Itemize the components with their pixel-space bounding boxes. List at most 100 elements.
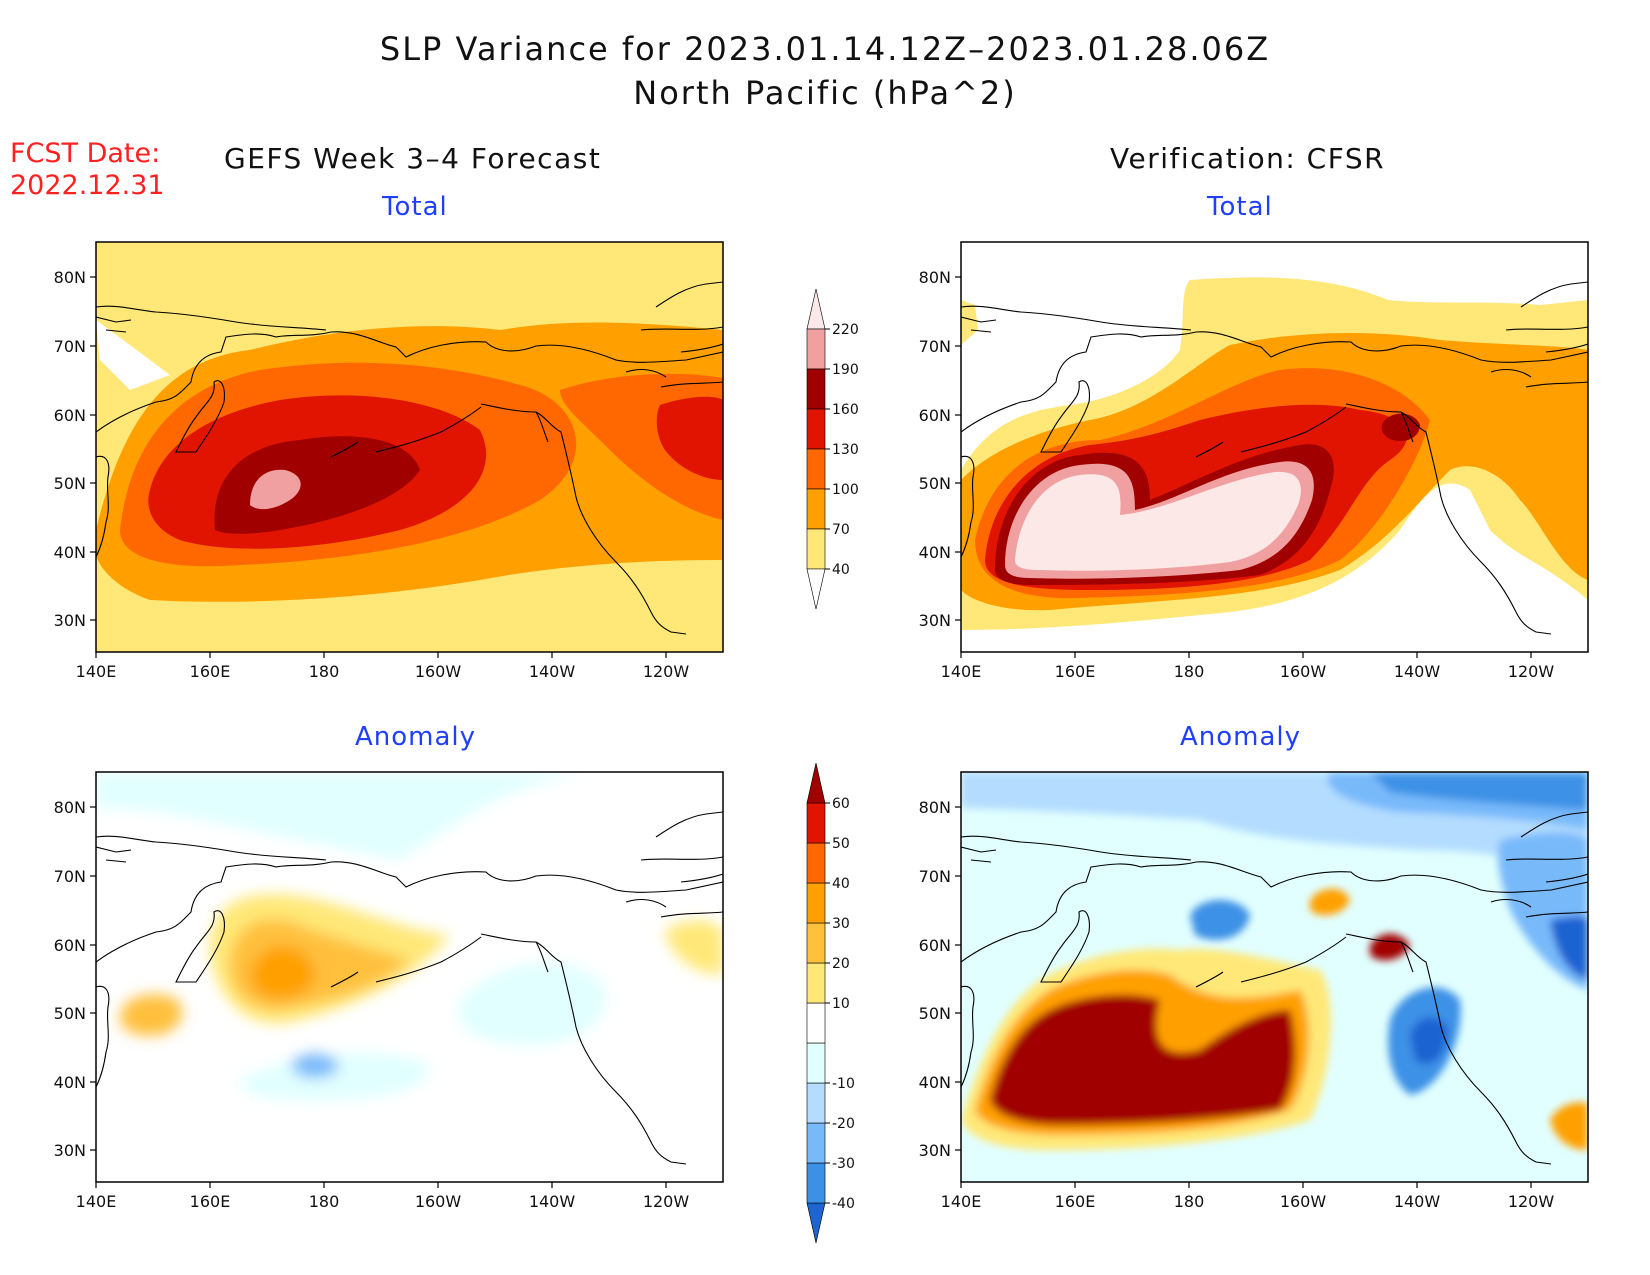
colorbar-box: [806, 1082, 826, 1124]
field-level-neg30-center: [1190, 900, 1250, 940]
coastline: [330, 971, 359, 988]
colorbar-label: 40: [832, 876, 850, 892]
main-title-line1: SLP Variance for 2023.01.14.12Z–2023.01.…: [379, 30, 1271, 68]
lat-tick-label: 40N: [54, 543, 86, 562]
coastline: [961, 835, 1192, 861]
lon-tick-label: 160W: [415, 662, 462, 681]
coastline-group: [961, 811, 1588, 1165]
coastline: [1525, 381, 1588, 388]
colorbar-label: -30: [832, 1156, 855, 1172]
field-level-130-east: [656, 396, 723, 480]
lat-tick-label: 50N: [54, 474, 86, 493]
lon-tick-label: 140E: [76, 1192, 117, 1211]
colorbar-label: 130: [832, 442, 859, 458]
coastline: [96, 846, 132, 863]
lat-tick-label: 70N: [919, 867, 951, 886]
verification-total-subtitle: Total: [1207, 192, 1273, 222]
lat-tick-label: 30N: [919, 1141, 951, 1160]
verification-anomaly-subtitle: Anomaly: [1180, 722, 1302, 752]
field-level-10-east: [665, 920, 723, 975]
colorbar-box: [806, 448, 826, 490]
colorbar-box: [806, 842, 826, 884]
verification-total-panel: [960, 241, 1589, 653]
coastline: [1040, 380, 1090, 453]
coastline: [535, 941, 549, 973]
colorbar-box: [806, 922, 826, 964]
lon-tick-label: 160E: [190, 662, 231, 681]
lon-tick-label: 180: [309, 1192, 340, 1211]
lon-tick-label: 140E: [941, 662, 982, 681]
verification-total-field: [961, 242, 1588, 652]
colorbar-box: [806, 1122, 826, 1164]
coastline: [96, 305, 327, 331]
colorbar-total: 40 70 100 130 160 190 220: [806, 288, 859, 610]
colorbar-label: 10: [832, 996, 850, 1012]
axes: 140E 160E 180 160W 140W 120W 80N 70N 60N 50N 40N 30…: [54, 268, 1555, 1211]
lat-tick-label: 70N: [919, 337, 951, 356]
colorbar-label: 190: [832, 362, 859, 378]
coastline: [1195, 441, 1224, 458]
colorbar-box: [806, 408, 826, 450]
lat-tick-label: 30N: [919, 611, 951, 630]
coastline: [961, 861, 1588, 963]
lon-tick-label: 120W: [643, 1192, 690, 1211]
lat-tick-label: 70N: [54, 337, 86, 356]
forecast-total-panel: [95, 241, 724, 653]
coastline: [1240, 406, 1347, 453]
lon-tick-label: 180: [1174, 1192, 1205, 1211]
lon-tick-label: 140W: [529, 1192, 576, 1211]
lat-tick-label: 80N: [919, 268, 951, 287]
lat-tick-label: 80N: [919, 798, 951, 817]
coastline: [175, 380, 225, 453]
colorbar-box: [806, 1002, 826, 1044]
coastline-group: [961, 281, 1588, 635]
coastline: [625, 368, 667, 378]
coastline-group: [96, 281, 723, 635]
lat-tick-label: 60N: [919, 406, 951, 425]
coastline: [660, 911, 723, 918]
coastline: [175, 910, 225, 983]
colorbar-arrow-top: [806, 288, 826, 330]
right-column-title: Verification: CFSR: [1110, 142, 1386, 175]
lat-tick-label: 50N: [54, 1004, 86, 1023]
lat-tick-label: 60N: [54, 936, 86, 955]
lat-tick-label: 80N: [54, 268, 86, 287]
colorbar-box: [806, 1042, 826, 1084]
coastline: [1040, 910, 1090, 983]
colorbar-label: 100: [832, 482, 859, 498]
lon-tick-label: 140W: [1394, 1192, 1441, 1211]
main-title-line2: North Pacific (hPa^2): [633, 74, 1017, 112]
field-level-neg10: [96, 772, 580, 860]
fcst-date-label: FCST Date:: [10, 138, 161, 169]
lon-tick-label: 120W: [1508, 662, 1555, 681]
field-level-40-west: [961, 300, 978, 345]
colorbar-box: [806, 368, 826, 410]
coastline: [96, 835, 327, 861]
coastline: [1525, 911, 1588, 918]
coastline: [625, 898, 667, 908]
field-level-neg40: [1370, 772, 1588, 810]
colorbar-label: -40: [832, 1196, 855, 1212]
verification-anomaly-field: [961, 772, 1588, 1182]
field-below-40: [96, 320, 170, 390]
colorbar-box: [806, 488, 826, 530]
lat-tick-label: 50N: [919, 474, 951, 493]
lat-tick-label: 30N: [54, 611, 86, 630]
coastline: [640, 811, 723, 883]
lon-tick-label: 160E: [1055, 662, 1096, 681]
colorbar-label: 40: [832, 562, 850, 578]
forecast-total-field: [96, 242, 723, 652]
colorbar-arrow-bottom: [806, 1202, 826, 1244]
frame: [95, 241, 724, 653]
lat-tick-label: 50N: [919, 1004, 951, 1023]
coastline: [1505, 811, 1588, 883]
coastline: [1505, 281, 1588, 353]
coastline: [1400, 411, 1414, 443]
colorbar-label: 220: [832, 322, 859, 338]
coastline: [375, 406, 482, 453]
lat-tick-label: 40N: [919, 543, 951, 562]
field-level-20-west: [119, 994, 183, 1036]
coastline: [1240, 936, 1347, 983]
lat-tick-label: 40N: [54, 1073, 86, 1092]
colorbar-label: 30: [832, 916, 850, 932]
